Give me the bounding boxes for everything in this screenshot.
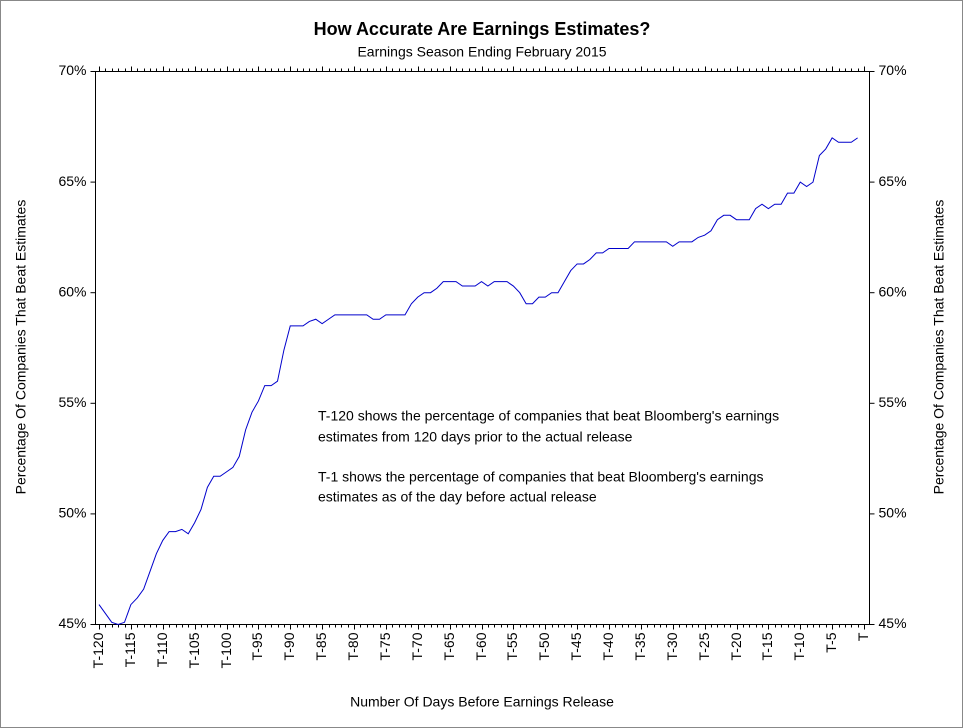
y2-tick-label: 60% <box>879 283 907 299</box>
x-tick-label: T-60 <box>473 632 489 660</box>
y2-axis-title: Percentage Of Companies That Beat Estima… <box>931 200 947 495</box>
y-tick-label: 60% <box>58 283 86 299</box>
y2-tick-label: 50% <box>879 505 907 521</box>
x-tick-label: T-15 <box>759 632 775 660</box>
x-tick-label: T-10 <box>791 632 807 660</box>
x-tick-label: T-20 <box>728 632 744 660</box>
x-tick-label: T-90 <box>281 632 297 660</box>
x-tick-label: T-50 <box>536 632 552 660</box>
y-axis-title: Percentage Of Companies That Beat Estima… <box>13 200 29 495</box>
x-tick-label: T-35 <box>632 632 648 660</box>
annotation: estimates from 120 days prior to the act… <box>318 429 633 445</box>
x-tick-label: T-75 <box>377 632 393 660</box>
x-tick-label: T-105 <box>186 632 202 668</box>
annotation: estimates as of the day before actual re… <box>318 489 597 505</box>
x-tick-label: T-40 <box>600 632 616 660</box>
x-tick-label: T-85 <box>313 632 329 660</box>
y2-tick-label: 55% <box>879 394 907 410</box>
annotation: T-120 shows the percentage of companies … <box>318 408 779 424</box>
x-tick-label: T-30 <box>664 632 680 660</box>
y-tick-label: 55% <box>58 394 86 410</box>
y-tick-label: 45% <box>58 615 86 631</box>
annotation: T-1 shows the percentage of companies th… <box>318 469 764 485</box>
y-tick-label: 70% <box>58 62 86 78</box>
y-tick-label: 65% <box>58 173 86 189</box>
x-tick-label: T-65 <box>441 632 457 660</box>
data-line <box>98 137 858 626</box>
x-tick-label: T-55 <box>504 632 520 660</box>
x-tick-label: T-25 <box>696 632 712 660</box>
y-tick-label: 50% <box>58 505 86 521</box>
x-tick-label: T <box>855 632 871 641</box>
x-tick-label: T-70 <box>409 632 425 660</box>
chart-subtitle: Earnings Season Ending February 2015 <box>357 44 606 60</box>
x-tick-label: T-115 <box>122 632 138 667</box>
x-tick-label: T-5 <box>823 632 839 652</box>
x-axis-title: Number Of Days Before Earnings Release <box>350 694 614 710</box>
chart-title: How Accurate Are Earnings Estimates? <box>314 19 651 39</box>
x-tick-label: T-95 <box>249 632 265 660</box>
y2-tick-label: 70% <box>879 62 907 78</box>
y2-tick-label: 65% <box>879 173 907 189</box>
x-tick-label: T-100 <box>218 632 234 668</box>
x-tick-label: T-45 <box>568 632 584 660</box>
y2-tick-label: 45% <box>879 615 907 631</box>
x-tick-label: T-110 <box>154 632 170 667</box>
x-tick-label: T-120 <box>90 632 106 668</box>
x-tick-label: T-80 <box>345 632 361 660</box>
